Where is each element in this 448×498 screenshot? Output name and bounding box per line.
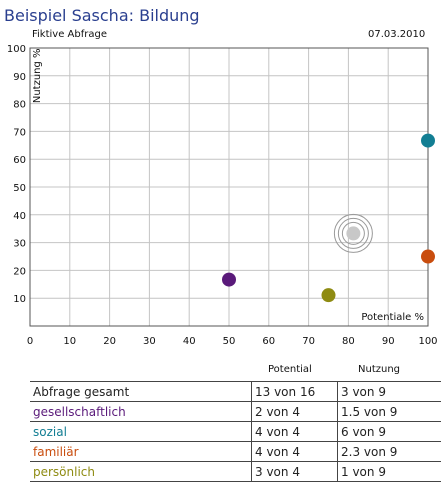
row-nutzung: 2.3 von 9 [337, 441, 441, 462]
total-point-ring [333, 213, 373, 253]
y-tick-label: 40 [13, 211, 26, 222]
x-tick-label: 50 [223, 336, 236, 347]
chart-subtitle: Fiktive Abfrage [32, 29, 107, 40]
row-nutzung: 3 von 9 [337, 381, 441, 402]
x-tick-label: 30 [143, 336, 156, 347]
row-nutzung: 1.5 von 9 [337, 401, 441, 422]
table-row: gesellschaftlich 2 von 4 1.5 von 9 [30, 401, 441, 422]
plot-frame [29, 47, 429, 327]
data-point-familiaer [421, 249, 435, 264]
total-point-ring [341, 221, 365, 245]
y-tick-label: 10 [13, 294, 26, 305]
data-point-persoenlich [321, 288, 336, 303]
x-tick-label: 80 [342, 336, 355, 347]
row-potential: 4 von 4 [251, 421, 338, 442]
x-tick-label: 70 [302, 336, 315, 347]
x-tick-label: 90 [382, 336, 395, 347]
query-date: 07.03.2010 [368, 29, 426, 40]
row-label: gesellschaftlich [30, 401, 252, 422]
row-nutzung: 6 von 9 [337, 421, 441, 442]
row-label: Abfrage gesamt [30, 381, 252, 402]
y-tick-label: 30 [13, 239, 26, 250]
y-tick-label: 50 [13, 183, 26, 194]
x-tick-label: 100 [418, 336, 437, 347]
data-point-sozial [421, 133, 435, 148]
row-label: sozial [30, 421, 252, 442]
row-potential: 3 von 4 [251, 461, 338, 482]
total-point-ring [337, 217, 369, 249]
y-axis-label: Nutzung % [32, 48, 43, 103]
column-header-potential: Potential [268, 364, 312, 375]
y-tick-label: 60 [13, 155, 26, 166]
y-tick-label: 80 [13, 100, 26, 111]
y-tick-label: 90 [13, 72, 26, 83]
y-tick-label: 100 [7, 44, 26, 55]
x-tick-label: 0 [27, 336, 33, 347]
table-row: familiär 4 von 4 2.3 von 9 [30, 441, 441, 462]
scatter-chart: 0 10 20 30 40 50 60 70 80 90 100 10 20 30 40 50 60 70 80 90… [7, 44, 438, 347]
column-header-nutzung: Nutzung [358, 364, 401, 375]
row-potential: 2 von 4 [251, 401, 338, 422]
page-title: Beispiel Sascha: Bildung [4, 6, 200, 25]
row-nutzung: 1 von 9 [337, 461, 441, 482]
row-label: familiär [30, 441, 252, 462]
x-axis-label: Potentiale % [361, 312, 424, 323]
row-potential: 13 von 16 [251, 381, 338, 402]
x-tick-label: 20 [103, 336, 116, 347]
y-tick-label: 70 [13, 127, 26, 138]
x-tick-label: 40 [183, 336, 196, 347]
table-row: Abfrage gesamt 13 von 16 3 von 9 [30, 381, 441, 402]
x-tick-label: 60 [262, 336, 275, 347]
data-point-abfrage-gesamt [346, 226, 361, 241]
row-label: persönlich [30, 461, 252, 482]
x-tick-label: 10 [63, 336, 76, 347]
y-tick-label: 20 [13, 266, 26, 277]
summary-table: Abfrage gesamt 13 von 16 3 von 9 gesellscha… [30, 381, 441, 482]
data-point-gesellschaftlich [222, 272, 236, 287]
row-potential: 4 von 4 [251, 441, 338, 462]
